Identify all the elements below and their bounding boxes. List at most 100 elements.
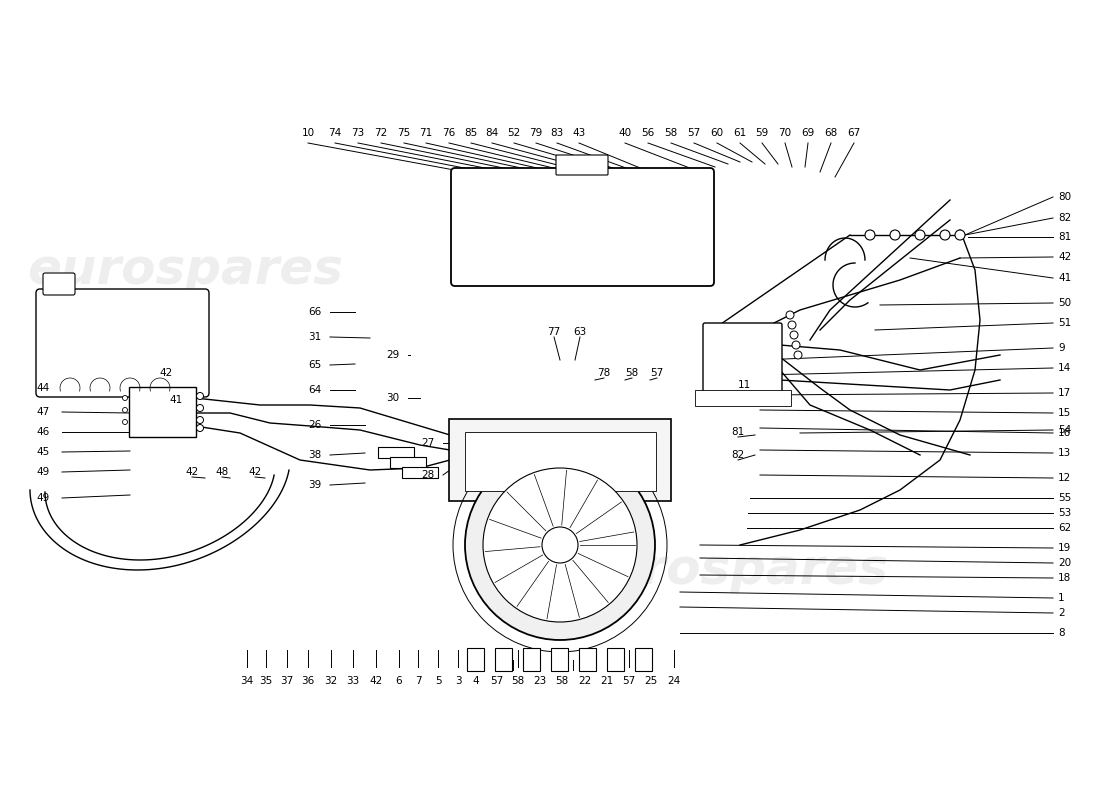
Text: 17: 17 xyxy=(1058,388,1071,398)
Text: 84: 84 xyxy=(485,128,498,138)
Text: 14: 14 xyxy=(1058,363,1071,373)
Text: 62: 62 xyxy=(1058,523,1071,533)
Text: 31: 31 xyxy=(308,332,321,342)
Text: 37: 37 xyxy=(280,676,294,686)
Text: 20: 20 xyxy=(1058,558,1071,568)
Text: 58: 58 xyxy=(626,368,639,378)
FancyBboxPatch shape xyxy=(556,155,608,175)
Text: 81: 81 xyxy=(1058,232,1071,242)
Text: 3: 3 xyxy=(454,676,461,686)
FancyBboxPatch shape xyxy=(389,457,426,467)
Text: 76: 76 xyxy=(442,128,455,138)
Text: 26: 26 xyxy=(308,420,321,430)
Text: 42: 42 xyxy=(370,676,383,686)
Text: 63: 63 xyxy=(573,327,586,337)
Text: 33: 33 xyxy=(346,676,360,686)
Text: 7: 7 xyxy=(415,676,421,686)
Text: 42: 42 xyxy=(249,467,262,477)
FancyBboxPatch shape xyxy=(129,387,196,437)
Text: 16: 16 xyxy=(1058,428,1071,438)
Circle shape xyxy=(792,341,800,349)
Text: 73: 73 xyxy=(351,128,364,138)
Text: 83: 83 xyxy=(550,128,563,138)
Circle shape xyxy=(197,417,204,423)
Circle shape xyxy=(197,425,204,431)
FancyBboxPatch shape xyxy=(377,446,414,458)
Text: 56: 56 xyxy=(641,128,654,138)
Text: 81: 81 xyxy=(732,427,745,437)
Text: 4: 4 xyxy=(473,676,480,686)
Text: 50: 50 xyxy=(1058,298,1071,308)
Text: 80: 80 xyxy=(1058,192,1071,202)
Circle shape xyxy=(122,395,128,401)
Text: 13: 13 xyxy=(1058,448,1071,458)
Text: 23: 23 xyxy=(534,676,547,686)
Text: 39: 39 xyxy=(308,480,321,490)
Circle shape xyxy=(197,405,204,411)
Text: 54: 54 xyxy=(1058,425,1071,435)
FancyBboxPatch shape xyxy=(522,647,539,670)
FancyBboxPatch shape xyxy=(464,431,656,490)
Circle shape xyxy=(465,450,654,640)
Text: 41: 41 xyxy=(169,395,183,405)
Text: 52: 52 xyxy=(507,128,520,138)
Text: 57: 57 xyxy=(650,368,663,378)
FancyBboxPatch shape xyxy=(451,168,714,286)
Circle shape xyxy=(197,393,204,399)
Text: 35: 35 xyxy=(260,676,273,686)
Text: 72: 72 xyxy=(374,128,387,138)
Text: 82: 82 xyxy=(1058,213,1071,223)
FancyBboxPatch shape xyxy=(550,647,568,670)
Text: 58: 58 xyxy=(556,676,569,686)
Text: 42: 42 xyxy=(1058,252,1071,262)
FancyBboxPatch shape xyxy=(402,466,438,478)
Circle shape xyxy=(788,321,796,329)
Text: 49: 49 xyxy=(36,467,50,477)
Text: 85: 85 xyxy=(464,128,477,138)
Circle shape xyxy=(955,230,965,240)
Text: 21: 21 xyxy=(601,676,614,686)
FancyBboxPatch shape xyxy=(703,323,782,392)
Text: 75: 75 xyxy=(397,128,410,138)
Text: 32: 32 xyxy=(324,676,338,686)
Text: 24: 24 xyxy=(668,676,681,686)
Circle shape xyxy=(790,331,798,339)
Text: 57: 57 xyxy=(491,676,504,686)
Text: 11: 11 xyxy=(737,380,750,390)
Text: 30: 30 xyxy=(386,393,399,403)
Text: 12: 12 xyxy=(1058,473,1071,483)
Text: 49: 49 xyxy=(36,493,50,503)
Text: 18: 18 xyxy=(1058,573,1071,583)
Text: 58: 58 xyxy=(664,128,678,138)
FancyBboxPatch shape xyxy=(449,419,671,501)
Text: 40: 40 xyxy=(618,128,631,138)
Circle shape xyxy=(542,527,578,563)
Text: 57: 57 xyxy=(623,676,636,686)
Text: 47: 47 xyxy=(36,407,50,417)
Text: 19: 19 xyxy=(1058,543,1071,553)
Text: 60: 60 xyxy=(711,128,724,138)
Text: 2: 2 xyxy=(1058,608,1065,618)
Text: 79: 79 xyxy=(529,128,542,138)
Text: 22: 22 xyxy=(579,676,592,686)
FancyBboxPatch shape xyxy=(579,647,595,670)
Text: 71: 71 xyxy=(419,128,432,138)
Circle shape xyxy=(940,230,950,240)
FancyBboxPatch shape xyxy=(36,289,209,397)
Text: 82: 82 xyxy=(732,450,745,460)
Text: 70: 70 xyxy=(779,128,792,138)
Circle shape xyxy=(794,351,802,359)
Text: eurospares: eurospares xyxy=(572,546,888,594)
Text: 8: 8 xyxy=(1058,628,1065,638)
Text: 64: 64 xyxy=(308,385,321,395)
FancyBboxPatch shape xyxy=(694,390,791,406)
Text: 78: 78 xyxy=(597,368,611,378)
Text: 67: 67 xyxy=(847,128,860,138)
Text: 15: 15 xyxy=(1058,408,1071,418)
Text: 55: 55 xyxy=(1058,493,1071,503)
FancyBboxPatch shape xyxy=(635,647,651,670)
Circle shape xyxy=(122,407,128,413)
FancyBboxPatch shape xyxy=(466,647,484,670)
Circle shape xyxy=(483,468,637,622)
Text: 51: 51 xyxy=(1058,318,1071,328)
